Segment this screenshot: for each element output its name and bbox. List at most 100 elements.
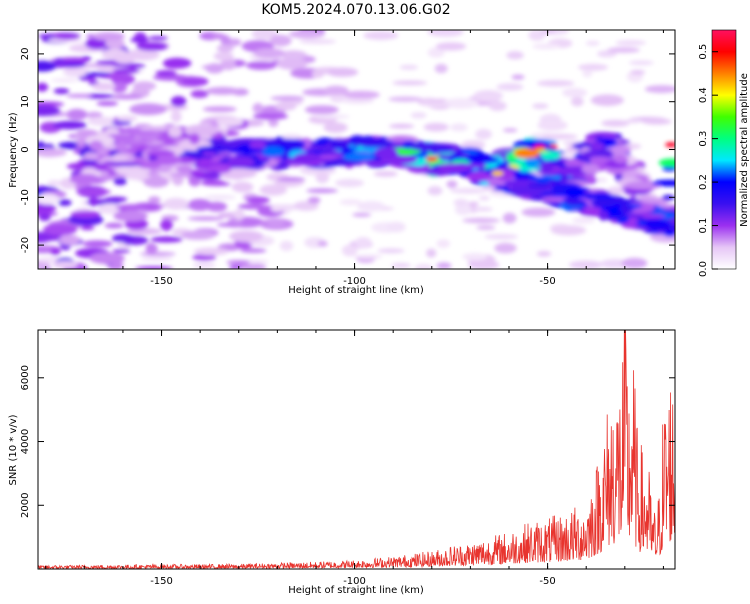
heatmap-cell (245, 61, 277, 70)
heatmap-cell (170, 96, 187, 107)
heatmap-cell (341, 97, 375, 104)
heatmap-cell (38, 148, 67, 157)
heatmap-cell (58, 199, 72, 206)
heatmap-cell (363, 31, 399, 40)
colorbar-tick-label: 0.3 (698, 131, 709, 147)
heatmap-cell (81, 159, 98, 165)
heatmap-cell (135, 146, 146, 152)
heatmap-cell (421, 102, 451, 108)
heatmap-cell (101, 156, 128, 161)
colorbar-tick-label: 0.1 (698, 218, 709, 234)
heatmap-cell (110, 94, 144, 100)
heatmap-cell (279, 50, 307, 60)
heatmap-cell (208, 170, 220, 180)
heatmap-cell (60, 57, 90, 64)
heatmap-cell (472, 207, 493, 212)
heatmap-cell (193, 261, 216, 269)
heatmap-cell (625, 118, 642, 124)
heatmap-cell (317, 240, 328, 247)
chart-title: KOM5.2024.070.13.06.G02 (261, 2, 450, 18)
heatmap-cell (621, 257, 648, 269)
top-y-axis-label: Frequency (Hz) (8, 112, 19, 188)
heatmap-cell (607, 47, 640, 53)
heatmap-cell (163, 59, 185, 69)
heatmap-cell (170, 110, 182, 123)
y-tick-label: -10 (20, 189, 31, 205)
heatmap-cell (204, 194, 237, 200)
heatmap-cell (506, 51, 524, 60)
heatmap-cell (460, 140, 486, 150)
heatmap-cell (53, 88, 70, 95)
heatmap-cell (226, 260, 251, 265)
heatmap-cell (112, 248, 131, 254)
heatmap-cell (196, 145, 232, 153)
heatmap-cell (246, 196, 270, 204)
heatmap-cell (582, 69, 593, 78)
heatmap-cell (252, 112, 289, 120)
heatmap-cell (168, 126, 183, 138)
heatmap-cell (276, 57, 308, 70)
heatmap-cell (251, 30, 278, 40)
heatmap-cell (475, 156, 500, 164)
heatmap-cell (619, 205, 633, 213)
heatmap-cell (484, 234, 519, 240)
heatmap-cell (267, 220, 285, 228)
heatmap-cell (53, 260, 78, 269)
heatmap-cell (205, 63, 224, 74)
heatmap-cell (81, 167, 98, 176)
heatmap-cell (152, 74, 189, 81)
heatmap-cell (66, 108, 88, 121)
heatmap-cell (89, 252, 125, 265)
heatmap-cell (299, 38, 337, 45)
heatmap-cell (210, 33, 226, 40)
y-tick-label: 20 (20, 48, 31, 61)
x-tick-label: -100 (343, 276, 366, 287)
colorbar-tick-label: 0.4 (698, 87, 709, 103)
heatmap-cell (581, 163, 600, 175)
heatmap-cell (427, 186, 443, 196)
heatmap-cell (38, 60, 57, 72)
heatmap-cell (466, 171, 491, 182)
heatmap-cell (644, 85, 675, 94)
heatmap-cell (111, 120, 132, 126)
heatmap-cell (511, 74, 525, 80)
heatmap-cell (288, 30, 325, 39)
x-tick-label: -50 (539, 576, 555, 587)
bottom-plot-background (38, 330, 675, 569)
heatmap-cell (550, 225, 587, 236)
heatmap-cell (577, 63, 609, 71)
colorbar-tick-label: 0.5 (698, 44, 709, 60)
heatmap-cell (597, 50, 617, 58)
bottom-plot-frame (37, 329, 676, 570)
heatmap-cell (478, 195, 490, 201)
heatmap-cell (595, 177, 608, 183)
heatmap-cell (521, 207, 556, 217)
heatmap-cell (88, 197, 100, 207)
heatmap-cell (399, 64, 419, 70)
heatmap-cell (542, 133, 578, 140)
heatmap-cell (92, 32, 125, 41)
y-tick-label: 2000 (20, 493, 31, 518)
heatmap-cell (285, 139, 306, 150)
heatmap-cell (540, 151, 561, 160)
heatmap-cell (180, 230, 216, 240)
heatmap-cell (449, 187, 487, 194)
heatmap-cell (146, 150, 175, 156)
heatmap-cell (354, 138, 392, 148)
heatmap-cell (532, 43, 561, 50)
heatmap-cell (293, 201, 319, 211)
heatmap-cell (571, 96, 584, 107)
heatmap-cell (274, 101, 297, 111)
heatmap-cell (315, 114, 351, 119)
heatmap-cell (514, 148, 540, 159)
heatmap-cell (589, 156, 610, 163)
heatmap-cell (188, 176, 201, 187)
heatmap-cell (572, 217, 595, 224)
heatmap-cell (75, 129, 98, 138)
heatmap-cell (615, 40, 647, 46)
heatmap-cell (87, 116, 120, 126)
heatmap-cell (136, 42, 168, 51)
heatmap-cell (70, 210, 102, 218)
heatmap-cell (205, 86, 240, 95)
colorbar-label: Normalized spectral amplitude (739, 73, 750, 227)
